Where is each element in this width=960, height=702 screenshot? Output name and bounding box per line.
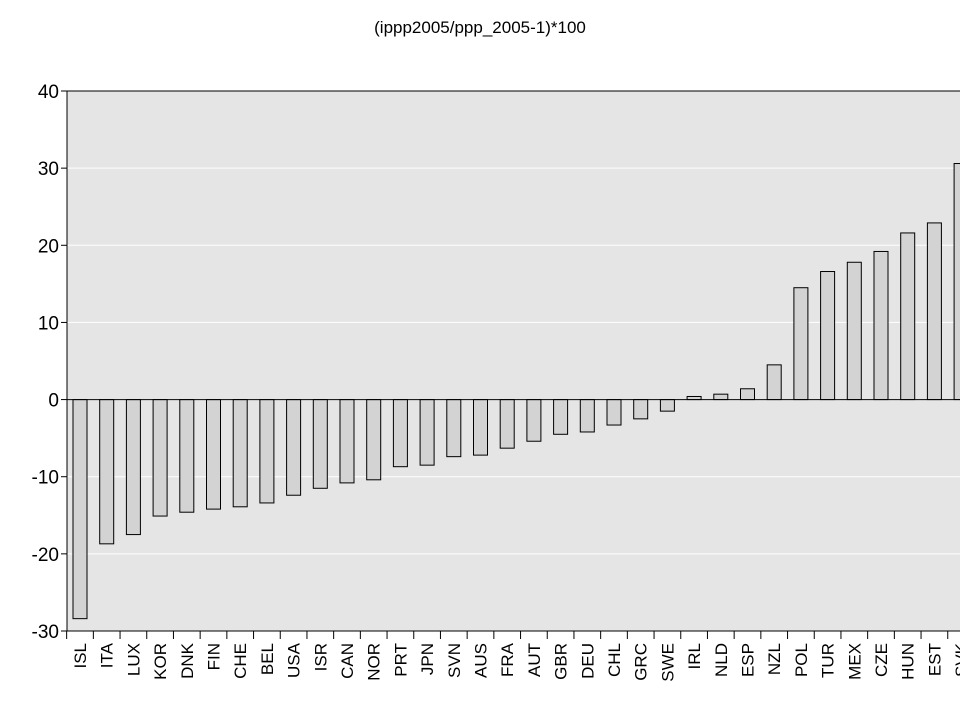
x-tick-label-irl: IRL	[685, 643, 704, 669]
x-tick-label-gbr: GBR	[552, 643, 571, 680]
y-tick-label: 20	[38, 236, 59, 257]
y-axis-ticks: -30 -20 -10 0 10 20 30 40	[32, 82, 67, 643]
bar-aut	[526, 399, 542, 442]
x-tick-label-isl: ISL	[71, 643, 90, 669]
x-tick-label-svk: SVK	[952, 642, 960, 677]
x-tick-label-nld: NLD	[712, 643, 731, 677]
x-tick-label-aut: AUT	[525, 643, 544, 677]
x-tick-label-che: CHE	[231, 643, 250, 679]
x-tick-label-hun: HUN	[899, 643, 918, 680]
bar-swe	[659, 399, 675, 412]
x-tick-label-nzl: NZL	[765, 643, 784, 675]
y-tick-label: 0	[48, 391, 59, 412]
x-tick-label-swe: SWE	[658, 643, 677, 682]
x-tick-label-nor: NOR	[365, 643, 384, 681]
x-tick-label-aus: AUS	[472, 643, 491, 678]
bar-tur	[820, 271, 836, 401]
bar-aus	[473, 399, 488, 456]
bar-ita	[99, 399, 115, 545]
x-tick-label-chl: CHL	[605, 643, 624, 677]
x-tick-label-lux: LUX	[124, 643, 143, 676]
x-tick-label-bel: BEL	[258, 643, 277, 675]
bar-fra	[499, 399, 515, 449]
y-tick-label: -20	[32, 545, 59, 566]
x-tick-label-mex: MEX	[845, 643, 864, 680]
x-tick-label-est: EST	[925, 643, 944, 676]
bar-esp	[740, 388, 755, 401]
x-tick-label-fin: FIN	[205, 643, 224, 670]
x-tick-label-usa: USA	[285, 642, 304, 678]
bar-nor	[366, 399, 382, 481]
y-tick-label: -30	[32, 622, 59, 643]
bar-nld	[713, 393, 729, 401]
x-tick-label-dnk: DNK	[178, 642, 197, 679]
bar-isl	[72, 399, 88, 620]
bar-kor	[152, 399, 168, 517]
bar-usa	[286, 399, 302, 496]
bar-svn	[446, 399, 462, 458]
plot-background	[67, 91, 960, 631]
x-tick-label-esp: ESP	[739, 643, 758, 677]
x-tick-label-kor: KOR	[151, 643, 170, 680]
bar-nzl	[766, 364, 782, 401]
bar-isr	[312, 399, 328, 489]
bar-mex	[846, 261, 862, 401]
x-tick-label-ita: ITA	[98, 642, 117, 668]
bar-svk	[953, 163, 960, 401]
y-tick-label: -10	[32, 468, 59, 489]
bar-chl	[606, 399, 622, 426]
bar-hun	[900, 232, 916, 401]
y-tick-label: 30	[38, 159, 59, 180]
bars	[72, 163, 960, 620]
bar-can	[339, 399, 355, 484]
bar-jpn	[419, 399, 435, 466]
x-axis-ticks: ISL ITA LUX KOR DNK FIN CHE BEL USA ISR CAN NOR PRT J…	[66, 631, 960, 682]
x-tick-label-prt: PRT	[391, 643, 410, 677]
bar-lux	[125, 399, 141, 536]
x-tick-label-cze: CZE	[872, 643, 891, 677]
bar-pol	[793, 287, 809, 401]
bar-cze	[873, 250, 889, 401]
bar-gbr	[553, 399, 569, 435]
bar-prt	[392, 399, 408, 468]
gridlines	[67, 167, 960, 555]
y-tick-label: 10	[38, 313, 59, 334]
bar-che	[232, 399, 248, 508]
x-tick-label-jpn: JPN	[418, 643, 437, 675]
chart-title: (ippp2005/ppp_2005-1)*100	[374, 18, 586, 37]
x-tick-label-isr: ISR	[311, 643, 330, 671]
bar-grc	[633, 399, 649, 420]
bar-bel	[259, 399, 275, 504]
y-tick-label: 40	[38, 82, 59, 103]
x-tick-label-can: CAN	[338, 643, 357, 679]
x-tick-label-svn: SVN	[445, 643, 464, 678]
bar-dnk	[179, 399, 195, 513]
axes	[66, 90, 960, 632]
x-tick-label-deu: DEU	[578, 643, 597, 679]
x-tick-label-grc: GRC	[632, 643, 651, 681]
bar-fin	[206, 399, 221, 510]
x-tick-label-tur: TUR	[819, 643, 838, 678]
x-tick-label-fra: FRA	[498, 642, 517, 677]
bar-deu	[579, 399, 595, 433]
x-tick-label-pol: POL	[792, 643, 811, 677]
bar-est	[926, 222, 942, 401]
